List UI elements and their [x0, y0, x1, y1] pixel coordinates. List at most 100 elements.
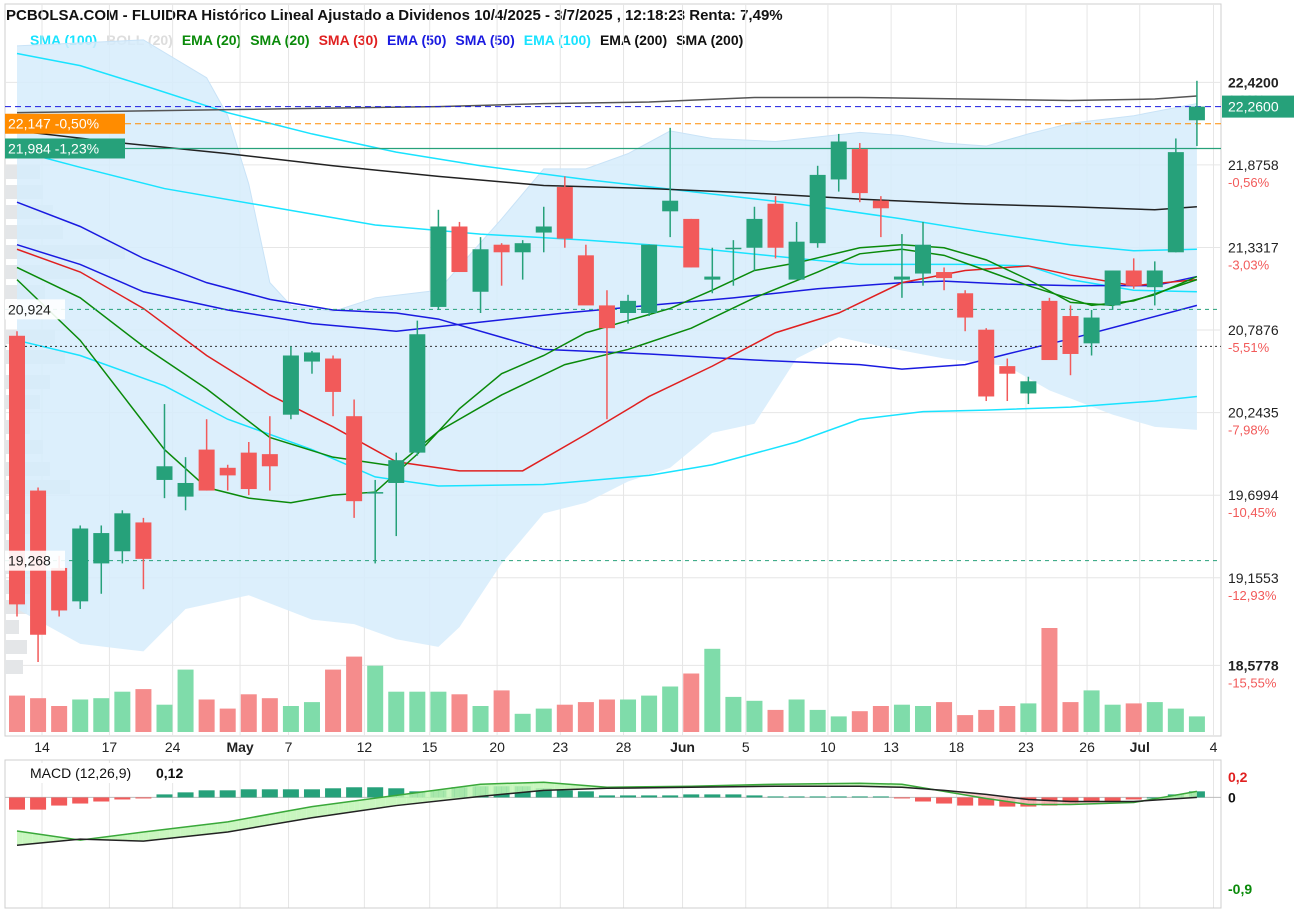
- macd-signal-fill: [501, 783, 507, 795]
- x-tick-label: 7: [285, 739, 293, 755]
- candle-body: [156, 466, 173, 480]
- x-tick-label: 24: [165, 739, 181, 755]
- volume-bar: [451, 694, 468, 732]
- legend-item[interactable]: SMA (50): [455, 32, 515, 48]
- volume-bar: [1167, 708, 1184, 732]
- last-price-tag-box: [1222, 95, 1294, 118]
- volume-bar: [30, 698, 47, 732]
- macd-histogram-bar: [957, 797, 974, 806]
- macd-signal-fill: [153, 830, 160, 840]
- y-axis-pct-label: -10,45%: [1228, 505, 1277, 520]
- macd-signal-fill: [422, 791, 428, 803]
- macd-signal-fill: [480, 784, 486, 797]
- price-tag-label: 22,147 -0,50%: [8, 116, 99, 132]
- macd-signal-fill: [238, 818, 244, 831]
- reference-level-label: 19,268: [8, 553, 51, 569]
- legend-item[interactable]: EMA (50): [386, 32, 447, 48]
- macd-histogram-bar: [809, 796, 826, 798]
- macd-signal-fill: [132, 832, 139, 841]
- macd-histogram-bar: [598, 795, 615, 798]
- macd-signal-fill: [506, 783, 513, 794]
- volume-bar: [851, 711, 868, 732]
- macd-signal-fill: [543, 782, 550, 791]
- macd-signal-fill: [1023, 798, 1029, 805]
- macd-signal-fill: [148, 830, 154, 841]
- volume-bar: [240, 694, 257, 732]
- macd-histogram-bar: [788, 796, 805, 798]
- indicator-line-ema200: [16, 95, 1197, 114]
- volume-profile-bar: [5, 640, 27, 654]
- candle-body: [1020, 381, 1037, 394]
- macd-histogram-bar: [346, 787, 363, 798]
- y-axis-label: 19,1553: [1228, 570, 1279, 586]
- candle-body: [240, 452, 257, 490]
- macd-histogram-bar: [683, 794, 700, 798]
- x-tick-label: 12: [357, 739, 373, 755]
- volume-bar: [219, 708, 236, 732]
- indicator-line-sma30: [16, 248, 1197, 472]
- macd-signal-fill: [533, 782, 539, 792]
- macd-histogram-bar: [704, 794, 721, 798]
- candle-body: [1083, 317, 1100, 344]
- legend-item[interactable]: EMA (100): [523, 32, 591, 48]
- volume-profile-bar: [5, 620, 19, 634]
- candle-body: [135, 522, 152, 559]
- macd-signal-fill: [475, 784, 481, 797]
- volume-bar: [809, 709, 826, 732]
- candle-body: [72, 528, 89, 602]
- candle-body: [704, 276, 721, 280]
- macd-line: [16, 781, 1198, 841]
- legend-item[interactable]: SMA (20): [250, 32, 310, 48]
- candle-body: [472, 249, 489, 292]
- volume-bar: [641, 695, 658, 732]
- volume-bar: [893, 704, 910, 732]
- macd-signal-fill: [412, 792, 418, 804]
- macd-signal-fill: [338, 802, 344, 814]
- volume-bar: [978, 709, 995, 732]
- macd-histogram-bar: [114, 797, 131, 800]
- macd-histogram-bar: [177, 792, 194, 798]
- price-panel-frame: [4, 3, 1222, 737]
- y-axis-pct-label: -7,98%: [1228, 423, 1270, 438]
- indicator-line-sma100: [16, 339, 1198, 487]
- macd-signal-fill: [364, 798, 370, 811]
- volume-bar: [957, 715, 974, 732]
- x-tick-label: 17: [102, 739, 118, 755]
- volume-bar: [1125, 703, 1142, 732]
- macd-histogram-bar: [915, 797, 932, 802]
- macd-panel-frame: [4, 759, 1222, 909]
- legend-item[interactable]: SMA (30): [318, 32, 378, 48]
- macd-histogram-bar: [198, 790, 215, 798]
- macd-signal-fill: [53, 836, 60, 842]
- volume-bar: [156, 704, 173, 732]
- volume-bar: [999, 706, 1016, 732]
- macd-signal-fill: [17, 830, 23, 846]
- volume-bar: [430, 691, 447, 732]
- legend-item[interactable]: EMA (200): [599, 32, 668, 48]
- volume-bar: [598, 699, 615, 732]
- volume-bar: [367, 665, 384, 732]
- volume-bar: [51, 706, 68, 732]
- macd-signal-fill: [322, 804, 328, 817]
- candle-body: [872, 200, 889, 209]
- y-axis-label: 20,7876: [1228, 322, 1279, 338]
- legend-item[interactable]: SMA (200): [676, 32, 744, 48]
- candle-body: [9, 335, 25, 605]
- volume-bar: [1020, 703, 1037, 732]
- candle-body: [767, 203, 784, 248]
- macd-signal-fill: [38, 834, 44, 844]
- macd-signal-fill: [269, 813, 276, 825]
- macd-signal-fill: [280, 811, 286, 824]
- macd-signal-fill: [243, 818, 249, 830]
- macd-signal-fill: [1007, 796, 1013, 803]
- candle-body: [346, 416, 363, 502]
- candle-body: [1167, 152, 1184, 253]
- macd-signal-fill: [549, 782, 555, 791]
- legend-item[interactable]: EMA (20): [181, 32, 242, 48]
- candle-body: [999, 366, 1016, 374]
- macd-signal-fill: [438, 789, 444, 801]
- x-tick-label: 13: [883, 739, 899, 755]
- macd-signal-fill: [433, 789, 439, 802]
- macd-signal-line: [16, 785, 1197, 846]
